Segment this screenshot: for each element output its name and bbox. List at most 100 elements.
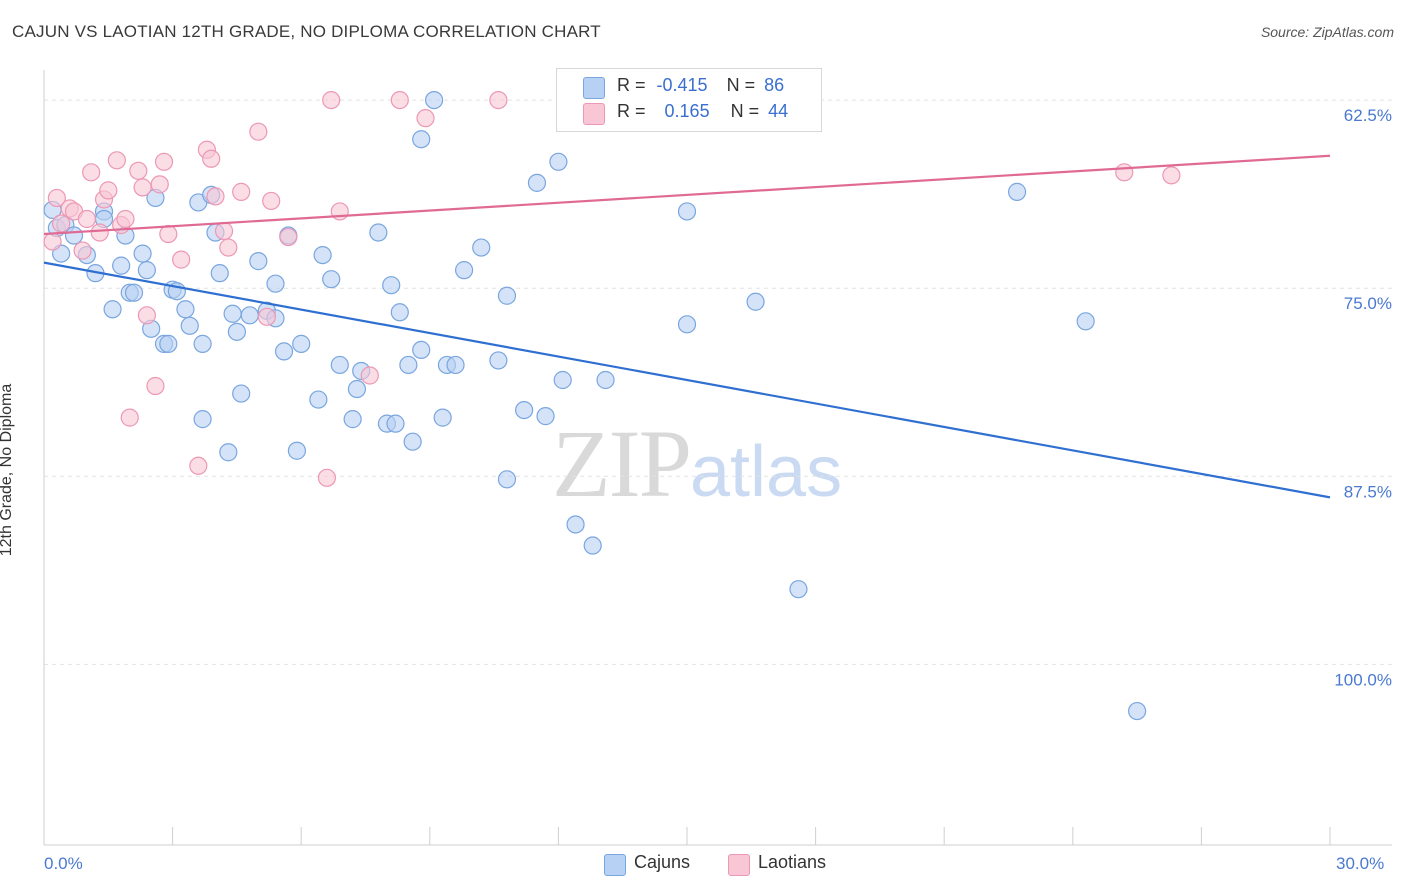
cajun-point: [536, 407, 555, 426]
laotian-point: [232, 182, 251, 201]
laotian-point: [90, 223, 109, 242]
cajun-point: [677, 315, 697, 334]
laotian-point: [43, 232, 62, 251]
y-tick-label: 75.0%: [1344, 294, 1392, 313]
watermark: ZIPatlas: [552, 410, 843, 517]
cajun-point: [347, 379, 367, 399]
laotian-point: [322, 90, 341, 110]
cajun-point: [249, 252, 268, 271]
laotian-point: [120, 408, 139, 427]
legend-r-label: R =: [617, 75, 646, 95]
series-swatch-laotians: [728, 854, 750, 876]
cajun-point: [433, 408, 452, 427]
cajun-point: [103, 300, 122, 319]
cajun-point: [386, 414, 405, 433]
cajun-point: [1007, 182, 1027, 201]
laotian-point: [99, 181, 118, 200]
cajun-point: [472, 238, 491, 257]
series-label-laotians: Laotians: [758, 852, 827, 872]
cajun-point: [412, 340, 431, 360]
cajun-point: [549, 152, 568, 171]
cajun-point: [369, 223, 388, 242]
cajun-point: [677, 202, 697, 221]
y-tick-label: 100.0%: [1334, 670, 1392, 689]
laotian-point: [129, 161, 148, 180]
laotian-point: [159, 224, 178, 244]
cajun-point: [746, 292, 765, 311]
cajun-point: [527, 173, 547, 192]
cajun-point: [446, 355, 465, 375]
cajun-point: [330, 355, 349, 375]
cajun-point: [133, 244, 152, 263]
cajun-point: [274, 342, 294, 361]
cajun-point: [322, 270, 341, 289]
cajun-point: [497, 286, 517, 305]
legend-swatch-laotians: [583, 103, 605, 125]
laotian-point: [416, 109, 435, 128]
laotian-point: [1115, 163, 1134, 182]
laotian-point: [262, 191, 281, 211]
cajun-point: [227, 322, 246, 341]
cajun-point: [424, 90, 444, 110]
cajun-point: [112, 256, 131, 275]
legend-r-cajuns: -0.415: [656, 75, 708, 95]
cajun-point: [489, 351, 508, 370]
laotian-point: [150, 175, 169, 194]
laotian-point: [189, 456, 208, 475]
cajun-point: [292, 334, 311, 353]
cajun-point: [180, 316, 199, 335]
cajun-point: [159, 334, 178, 353]
chart-source: Source: ZipAtlas.com: [1260, 24, 1394, 40]
cajun-point: [390, 303, 409, 322]
correlation-legend: R = -0.415 N = 86 R = 0.165 N = 44: [556, 68, 822, 132]
laotian-point: [52, 214, 71, 233]
cajun-point: [176, 300, 195, 319]
laotian-point: [116, 209, 135, 229]
legend-n-label: N =: [730, 101, 760, 121]
cajun-point: [124, 283, 144, 302]
cajun-point: [497, 470, 517, 489]
cajun-point: [232, 384, 251, 403]
cajun-trend-line: [43, 261, 1331, 499]
cajun-point: [219, 443, 238, 462]
laotian-point: [47, 188, 66, 208]
laotian-point: [73, 241, 92, 260]
cajun-point: [412, 130, 431, 149]
laotian-point: [317, 468, 337, 487]
laotian-point: [172, 250, 191, 269]
series-label-cajuns: Cajuns: [634, 852, 691, 872]
laotian-point: [77, 209, 96, 229]
laotian-point: [202, 149, 221, 168]
x-tick-label-min: 0.0%: [44, 854, 83, 873]
cajun-point: [403, 432, 422, 451]
cajun-point: [223, 304, 242, 323]
y-tick-label: 62.5%: [1344, 106, 1392, 125]
laotian-point: [107, 151, 126, 170]
cajun-point: [399, 355, 418, 375]
laotian-point: [360, 366, 379, 385]
laotian-point: [257, 307, 277, 326]
cajun-point: [553, 370, 572, 390]
laotian-point: [133, 178, 152, 197]
cajun-point: [454, 261, 474, 280]
cajun-point: [64, 226, 84, 245]
laotian-point: [219, 238, 238, 257]
series-legend: Cajuns Laotians: [0, 850, 1406, 878]
cajun-point: [596, 370, 615, 390]
x-tick-label-max: 30.0%: [1336, 854, 1385, 873]
legend-n-cajuns: 86: [764, 75, 785, 95]
cajun-point: [193, 334, 212, 353]
cajun-point: [193, 410, 212, 429]
cajun-point: [287, 441, 307, 460]
laotian-point: [82, 163, 101, 182]
cajun-point: [1127, 701, 1147, 721]
cajun-point: [789, 580, 808, 599]
laotian-point: [146, 376, 165, 396]
laotian-point: [214, 221, 234, 241]
laotian-trend-line: [43, 154, 1331, 236]
cajun-point: [566, 515, 585, 534]
laotian-point: [489, 90, 508, 110]
legend-swatch-cajuns: [583, 77, 605, 99]
laotian-point: [137, 306, 156, 325]
